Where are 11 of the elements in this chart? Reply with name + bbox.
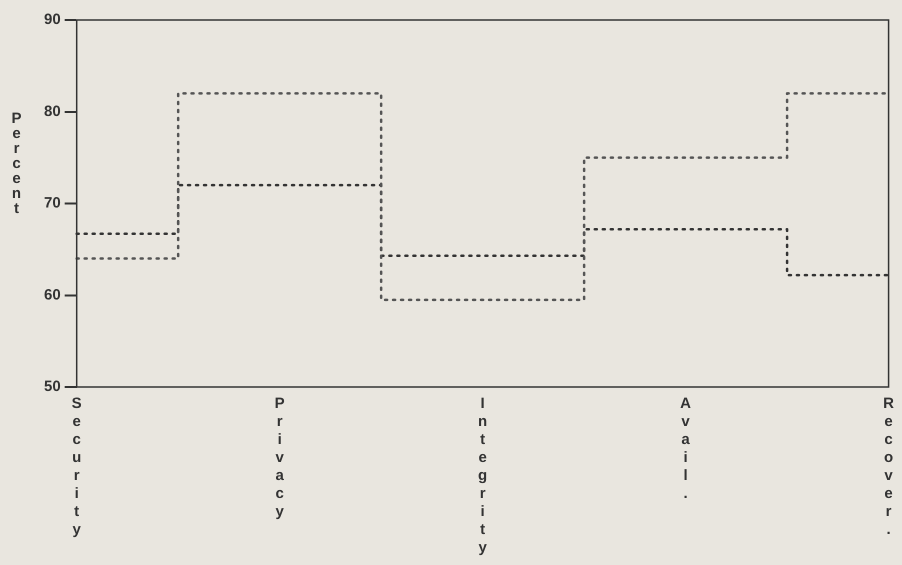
category-label: Integrity: [478, 395, 488, 556]
y-axis-title: Percent: [8, 110, 25, 215]
y-tick-label: 50: [44, 378, 61, 396]
x-tick-label: Privacy: [274, 395, 285, 520]
y-tick-label: 60: [44, 286, 61, 304]
y-tick-label: 90: [44, 11, 61, 28]
x-tick-label: Security: [72, 395, 82, 538]
y-tick-label: 70: [44, 194, 61, 212]
x-tick-label: Avail.: [680, 395, 692, 502]
x-tick-label: Recover.: [883, 395, 894, 538]
y-tick-label: 80: [44, 102, 61, 120]
